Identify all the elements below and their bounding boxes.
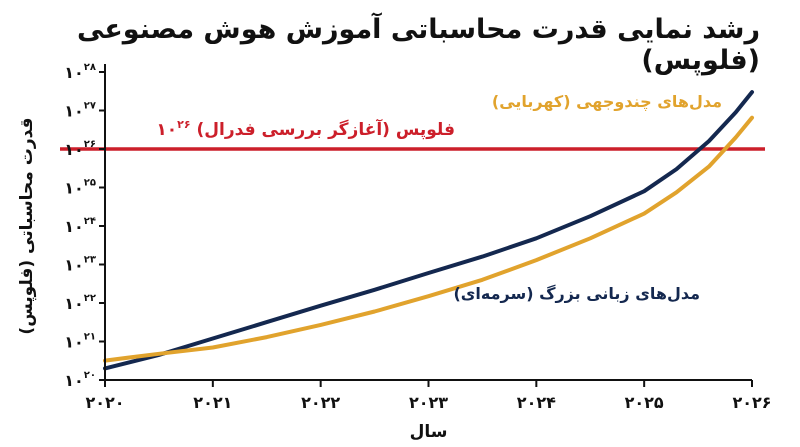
reference-line-label: ۱۰۲۶ فلوپس (آغازگر بررسی فدرال) bbox=[156, 118, 455, 140]
series-label-llm: مدل‌های زبانی بزرگ (سرمه‌ای) bbox=[453, 284, 700, 303]
series-line-llm bbox=[103, 90, 754, 371]
x-tick-label: ۲۰۲۵ bbox=[625, 393, 664, 412]
labels-group: سال قدرت محاسباتی (فلوپس) مدل‌های زبانی بز… bbox=[17, 92, 722, 442]
x-axis-title: سال bbox=[410, 422, 448, 442]
x-tick-label: ۲۰۲۱ bbox=[193, 393, 232, 412]
x-tick-label: ۲۰۲۰ bbox=[85, 393, 124, 412]
y-tick-label: ۱۰۲۵ bbox=[64, 178, 96, 198]
y-tick-label: ۱۰۲۱ bbox=[64, 332, 96, 352]
y-tick-label: ۱۰۲۰ bbox=[64, 370, 96, 390]
series-line-multimodal bbox=[103, 115, 754, 363]
series-label-multimodal: مدل‌های چندوجهی (کهربایی) bbox=[492, 92, 722, 112]
chart-title: رشد نمایی قدرت محاسباتی آموزش هوش مصنوعی… bbox=[77, 14, 760, 76]
axes-group: ۱۰۲۰ ۱۰۲۱ ۱۰۲۲ ۱۰۲۳ ۱۰۲۴ ۱۰۲۵ ۱۰۲۶ ۱۰۲۷ ۱۰۲۸ ۲۰۲۰… bbox=[64, 62, 771, 412]
y-tick-label: ۱۰۲۸ bbox=[64, 62, 96, 82]
x-tick-label: ۲۰۲۳ bbox=[409, 393, 448, 412]
reference-line-group: ۱۰۲۶ فلوپس (آغازگر بررسی فدرال) bbox=[60, 118, 765, 151]
x-tick-label: ۲۰۲۴ bbox=[517, 393, 556, 412]
y-tick-label: ۱۰۲۶ bbox=[64, 139, 96, 159]
series-group bbox=[103, 90, 754, 371]
x-tick-label: ۲۰۲۲ bbox=[301, 393, 340, 412]
y-tick-label: ۱۰۲۷ bbox=[64, 101, 96, 121]
x-tick-label: ۲۰۲۶ bbox=[732, 393, 771, 412]
y-tick-label: ۱۰۲۴ bbox=[64, 216, 96, 236]
y-tick-label: ۱۰۲۲ bbox=[64, 293, 96, 313]
y-tick-label: ۱۰۲۳ bbox=[64, 255, 96, 275]
y-axis-title: قدرت محاسباتی (فلوپس) bbox=[17, 117, 37, 334]
